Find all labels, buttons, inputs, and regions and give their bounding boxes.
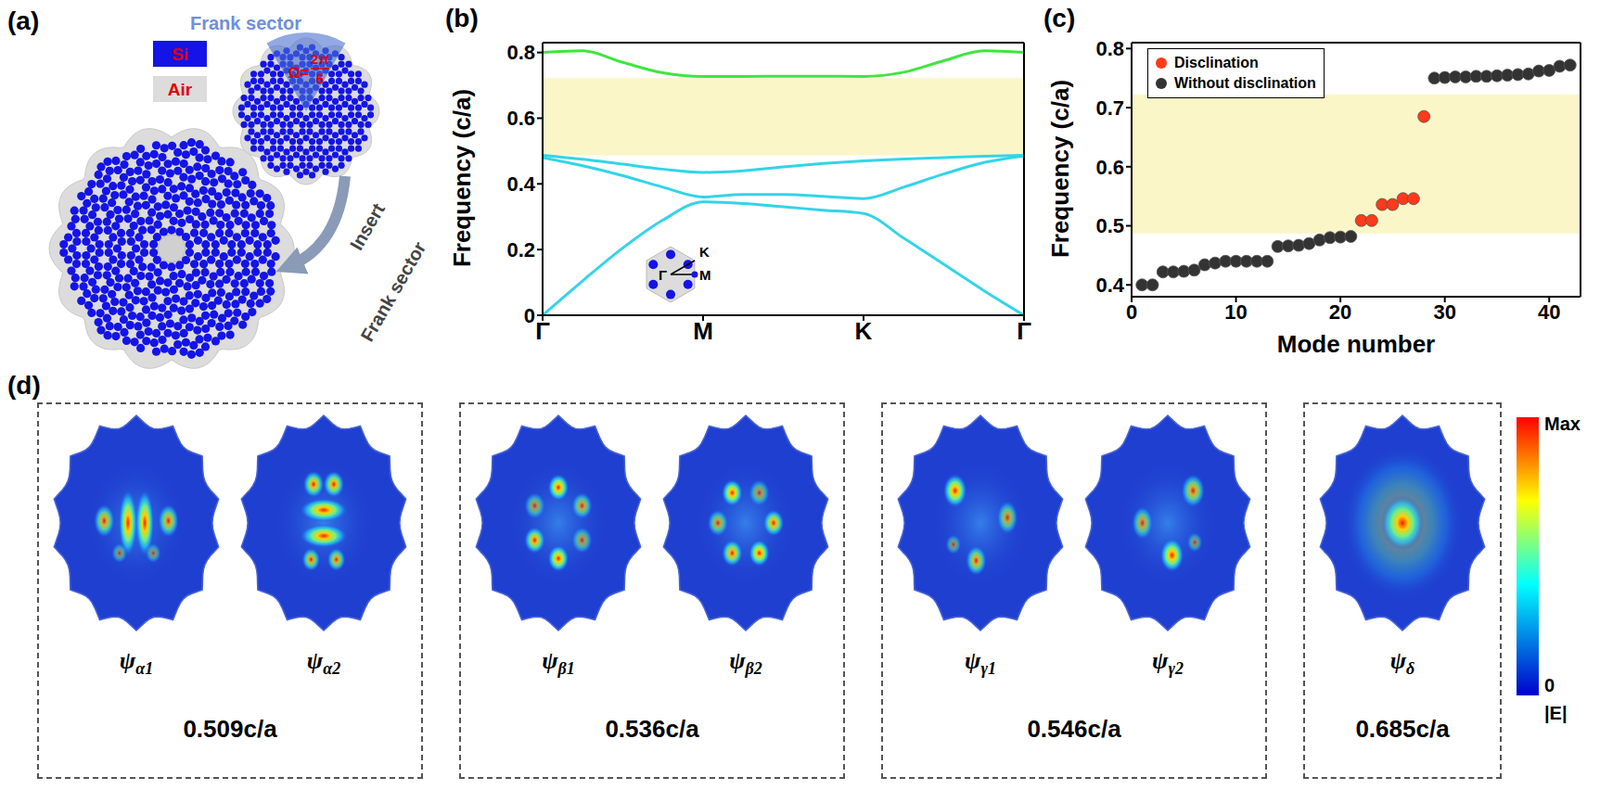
svg-text:0: 0 (1126, 300, 1138, 324)
svg-text:Γ: Γ (535, 317, 551, 346)
svg-text:0.4: 0.4 (1095, 273, 1125, 297)
html-text:ψγ2: ψγ2 (1152, 647, 1184, 679)
svg-text:Frank sector: Frank sector (190, 12, 302, 34)
svg-text:0.8: 0.8 (1095, 37, 1125, 61)
html-text:ψβ2: ψβ2 (729, 647, 763, 679)
svg-text:Γ: Γ (1016, 317, 1032, 346)
svg-text:0.6: 0.6 (506, 106, 536, 130)
html-text:(b): (b) (445, 3, 479, 33)
svg-text:Ω=: Ω= (288, 64, 309, 81)
svg-text:2π: 2π (310, 51, 330, 67)
html-text:Disclination: Disclination (1174, 54, 1259, 71)
svg-text:K: K (699, 243, 710, 260)
svg-text:40: 40 (1537, 300, 1561, 324)
html-text:ψβ1: ψβ1 (541, 647, 575, 679)
svg-text:(a): (a) (7, 6, 39, 36)
html-text:ψα1: ψα1 (119, 647, 154, 679)
svg-text:0.4: 0.4 (506, 172, 536, 196)
svg-text:0: 0 (524, 304, 536, 328)
svg-text:6: 6 (316, 70, 324, 87)
svg-text:10: 10 (1224, 300, 1247, 324)
svg-text:0.5: 0.5 (1095, 214, 1125, 238)
svg-text:20: 20 (1329, 300, 1352, 324)
svg-text:30: 30 (1433, 300, 1456, 324)
svg-text:K: K (855, 317, 873, 346)
svg-text:Frank sector: Frank sector (356, 238, 430, 346)
html-text:ψα2: ψα2 (306, 647, 341, 679)
svg-text:M: M (699, 267, 712, 283)
svg-text:Insert: Insert (345, 199, 389, 254)
svg-text:Si: Si (171, 44, 189, 64)
html-text:Frequency (c/a): Frequency (c/a) (447, 88, 476, 268)
html-text:(d): (d) (7, 371, 41, 400)
html-text:ψδ: ψδ (1390, 647, 1415, 679)
html-text:0.685c/a: 0.685c/a (1355, 715, 1450, 743)
html-text:|E|: |E| (1544, 703, 1568, 724)
html-text:0.546c/a: 0.546c/a (1027, 715, 1122, 743)
svg-text:0.2: 0.2 (506, 238, 536, 262)
svg-text:Air: Air (167, 79, 193, 100)
svg-text:0.6: 0.6 (1095, 155, 1125, 180)
svg-text:M: M (692, 317, 714, 346)
html-text:0: 0 (1544, 675, 1555, 696)
svg-text:0.7: 0.7 (1095, 96, 1125, 120)
html-text:0.536c/a: 0.536c/a (605, 715, 699, 743)
html-text:Mode number: Mode number (1277, 330, 1436, 359)
html-text:Without disclination: Without disclination (1174, 75, 1316, 91)
html-text:Frequency (c/a): Frequency (c/a) (1045, 79, 1074, 258)
html-text:0.509c/a: 0.509c/a (183, 715, 277, 743)
html-text:Max: Max (1544, 413, 1581, 435)
svg-text:0.8: 0.8 (506, 40, 536, 64)
html-text:ψγ1: ψγ1 (964, 647, 997, 679)
html-text:(c): (c) (1043, 3, 1076, 33)
svg-text:Γ: Γ (658, 267, 667, 283)
